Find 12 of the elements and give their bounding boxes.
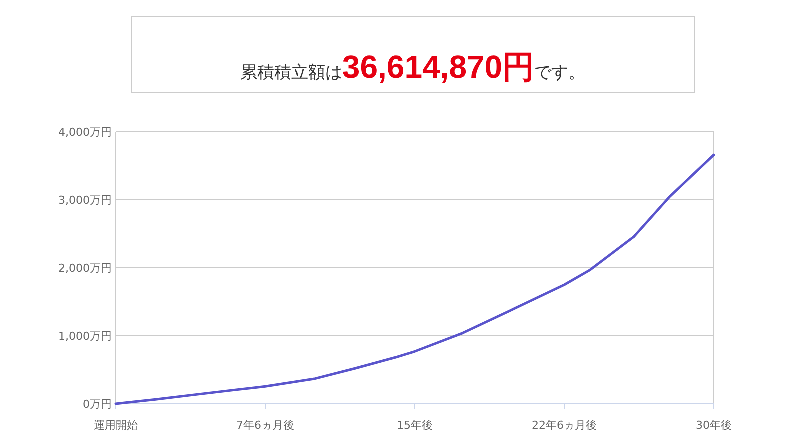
chart-title: 累積積立額は36,614,870円です。 (240, 49, 586, 85)
x-tick-label: 運用開始 (94, 419, 138, 432)
x-tick-label: 15年後 (397, 419, 433, 432)
x-tick-label: 7年6ヵ月後 (236, 419, 294, 432)
y-tick-label: 4,000万円 (58, 126, 112, 139)
y-tick-label: 2,000万円 (58, 262, 112, 275)
y-tick-label: 3,000万円 (58, 194, 112, 207)
y-tick-label: 0万円 (83, 398, 112, 411)
line-series (114, 154, 716, 406)
y-tick-label: 1,000万円 (58, 330, 112, 343)
x-tick-label: 22年6ヵ月後 (532, 419, 597, 432)
x-tick-label: 30年後 (696, 419, 732, 432)
